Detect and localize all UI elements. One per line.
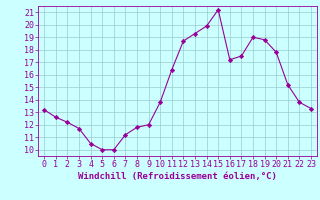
X-axis label: Windchill (Refroidissement éolien,°C): Windchill (Refroidissement éolien,°C)	[78, 172, 277, 181]
